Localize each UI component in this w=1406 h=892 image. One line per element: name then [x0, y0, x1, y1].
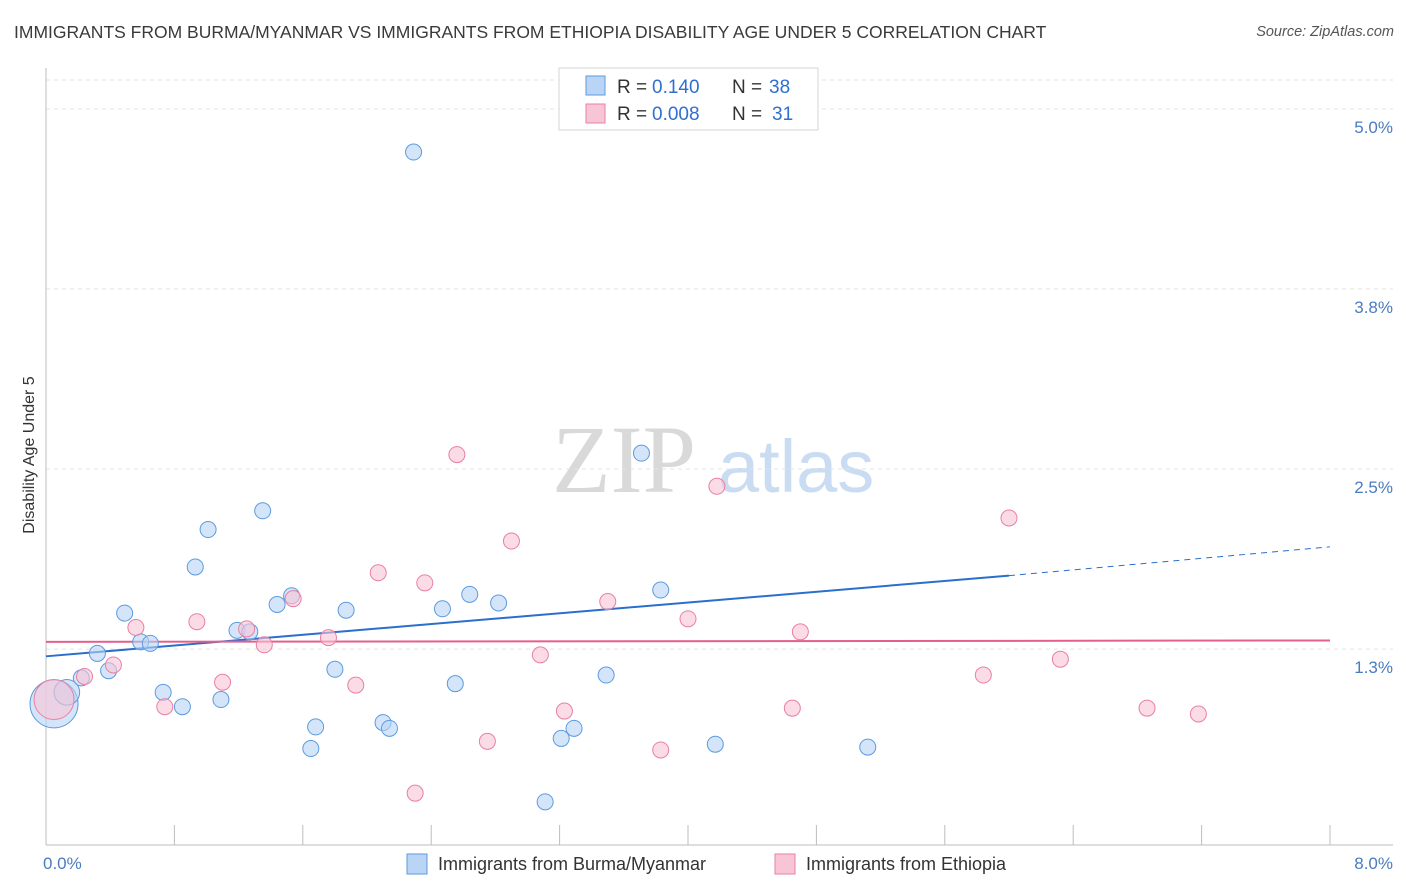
data-point-ethiopia [1138, 699, 1156, 717]
data-point-ethiopia [238, 620, 256, 638]
data-point-ethiopia [255, 636, 273, 654]
data-point-burma [268, 595, 286, 613]
data-point-burma [302, 740, 320, 758]
data-point-burma [199, 521, 217, 539]
legend-r-label-2: R = [617, 104, 647, 125]
data-point-burma [186, 558, 204, 576]
data-point-burma [632, 444, 650, 462]
trend-lines [45, 546, 1331, 658]
data-point-ethiopia [783, 699, 801, 717]
data-point-burma [552, 729, 570, 747]
grid-lines [46, 79, 1393, 650]
data-point-ethiopia [214, 673, 232, 691]
data-point-ethiopia [448, 446, 466, 464]
watermark-zip: ZIP [552, 406, 696, 513]
data-point-burma [307, 718, 325, 736]
data-point-burma [859, 738, 877, 756]
data-point-ethiopia [652, 741, 670, 759]
data-point-burma [433, 600, 451, 618]
y-tick-label: 5.0% [1354, 118, 1393, 137]
trend-line-burma [45, 574, 1010, 658]
data-point-burma [405, 143, 423, 161]
legend-r-value-2: 0.008 [652, 104, 700, 125]
legend: R = 0.140 N = 38 R = 0.008 N = 31 [558, 67, 819, 131]
data-point-ethiopia [127, 618, 145, 636]
data-point-ethiopia [33, 679, 75, 721]
data-point-ethiopia [104, 656, 122, 674]
data-point-burma [565, 719, 583, 737]
data-point-burma [461, 585, 479, 603]
data-point-ethiopia [76, 667, 94, 685]
data-point-burma [337, 601, 355, 619]
data-point-burma [141, 634, 159, 652]
data-point-ethiopia [188, 613, 206, 631]
legend-swatch-pink [585, 103, 606, 124]
y-tick-label: 1.3% [1354, 658, 1393, 677]
data-point-burma [652, 581, 670, 599]
data-point-burma [88, 644, 106, 662]
data-point-ethiopia [1189, 705, 1207, 723]
bottom-legend-label-blue: Immigrants from Burma/Myanmar [438, 854, 706, 874]
watermark-atlas: atlas [718, 425, 874, 508]
data-point-burma [706, 735, 724, 753]
data-point-ethiopia [502, 532, 520, 550]
data-point-burma [212, 691, 230, 709]
bottom-legend: Immigrants from Burma/Myanmar Immigrants… [406, 853, 1007, 875]
data-point-ethiopia [708, 477, 726, 495]
data-point-ethiopia [555, 702, 573, 720]
chart-title: IMMIGRANTS FROM BURMA/MYANMAR VS IMMIGRA… [14, 22, 1047, 42]
legend-n-value-1: 38 [769, 77, 790, 98]
data-point-ethiopia [156, 698, 174, 716]
legend-n-label-1: N = [732, 77, 762, 98]
watermark: ZIP atlas [552, 406, 874, 513]
data-point-burma [154, 683, 172, 701]
data-point-burma [116, 604, 134, 622]
data-point-burma [597, 666, 615, 684]
legend-n-value-2: 31 [772, 104, 793, 125]
data-point-ethiopia [284, 590, 302, 608]
y-tick-label: 3.8% [1354, 298, 1393, 317]
data-point-burma [380, 719, 398, 737]
data-point-ethiopia [974, 666, 992, 684]
data-point-ethiopia [1051, 650, 1069, 668]
legend-r-value-1: 0.140 [652, 77, 700, 98]
data-point-ethiopia [679, 610, 697, 628]
data-point-ethiopia [369, 564, 387, 582]
data-point-burma [254, 502, 272, 520]
data-point-ethiopia [791, 623, 809, 641]
data-point-ethiopia [531, 646, 549, 664]
data-points [29, 100, 1207, 811]
data-point-burma [173, 698, 191, 716]
data-point-ethiopia [1000, 509, 1018, 527]
legend-r-label-1: R = [617, 77, 647, 98]
bottom-legend-swatch-pink [774, 853, 796, 875]
data-point-burma [490, 594, 508, 612]
data-point-ethiopia [478, 732, 496, 750]
x-tick-label-max: 8.0% [1354, 854, 1393, 873]
legend-n-label-2: N = [732, 104, 762, 125]
y-tick-label: 2.5% [1354, 478, 1393, 497]
data-point-ethiopia [319, 629, 337, 647]
bottom-legend-label-pink: Immigrants from Ethiopia [806, 854, 1007, 874]
data-point-ethiopia [347, 676, 365, 694]
trend-line-burma-extension [1008, 546, 1331, 577]
x-tick-label-min: 0.0% [43, 854, 82, 873]
data-point-ethiopia [599, 593, 617, 611]
chart-source: Source: ZipAtlas.com [1256, 24, 1394, 40]
data-point-burma [446, 675, 464, 693]
data-point-ethiopia [406, 784, 424, 802]
data-point-ethiopia [416, 574, 434, 592]
data-point-burma [326, 660, 344, 678]
legend-swatch-blue [585, 75, 606, 96]
y-axis-title: Disability Age Under 5 [21, 376, 38, 534]
data-point-burma [536, 793, 554, 811]
bottom-legend-swatch-blue [406, 853, 428, 875]
